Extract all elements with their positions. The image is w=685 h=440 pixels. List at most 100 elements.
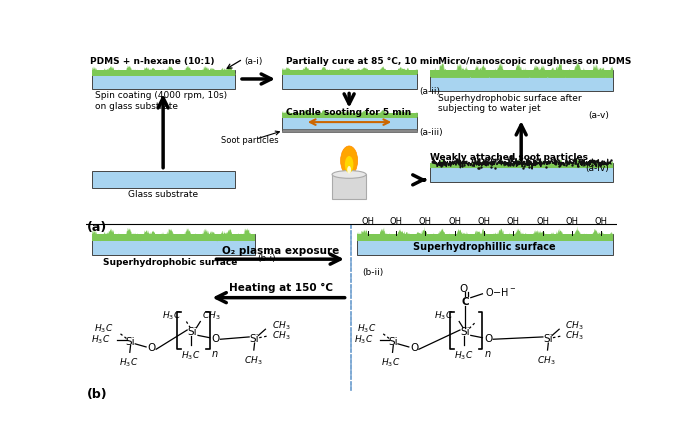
Text: $CH_3$: $CH_3$ xyxy=(565,330,584,342)
Text: $CH_3$: $CH_3$ xyxy=(202,309,221,322)
Text: OH: OH xyxy=(419,217,432,226)
Text: O: O xyxy=(410,344,419,353)
Text: $H_3C$: $H_3C$ xyxy=(119,357,138,370)
Point xyxy=(542,160,553,167)
Bar xyxy=(430,163,612,168)
Text: OH: OH xyxy=(507,217,520,226)
Point xyxy=(588,159,599,166)
Point xyxy=(523,160,534,167)
Text: Candle sooting for 5 min: Candle sooting for 5 min xyxy=(286,108,411,117)
Bar xyxy=(332,174,366,199)
Point xyxy=(447,158,458,165)
Point xyxy=(482,159,493,166)
Bar xyxy=(282,113,417,118)
Point xyxy=(606,157,616,164)
Point xyxy=(490,164,501,171)
Text: $H_3C$: $H_3C$ xyxy=(357,322,376,335)
Point xyxy=(470,160,481,167)
Point xyxy=(477,159,488,166)
Text: OH: OH xyxy=(595,217,608,226)
Text: (b-i): (b-i) xyxy=(257,254,275,263)
Point xyxy=(457,163,468,170)
Text: OH: OH xyxy=(362,217,375,226)
Text: (a-i): (a-i) xyxy=(245,57,263,66)
Bar xyxy=(430,163,612,182)
Point xyxy=(473,165,484,172)
Point xyxy=(508,162,519,169)
Text: $H_3C$: $H_3C$ xyxy=(182,349,201,362)
Point xyxy=(561,158,572,165)
Point xyxy=(453,161,464,168)
Point xyxy=(437,161,448,168)
Text: O$-$H$^-$: O$-$H$^-$ xyxy=(485,286,516,298)
Bar xyxy=(92,234,255,255)
Bar xyxy=(282,70,417,89)
Point xyxy=(458,161,469,169)
Point xyxy=(549,156,560,163)
Point xyxy=(506,160,517,167)
Text: OH: OH xyxy=(448,217,461,226)
Text: (a-ii): (a-ii) xyxy=(420,88,440,96)
Point xyxy=(601,158,612,165)
Text: Glass substrate: Glass substrate xyxy=(128,190,198,199)
Point xyxy=(508,154,519,161)
Text: $CH_3$: $CH_3$ xyxy=(272,319,290,332)
Text: Partially cure at 85 °C, 10 min: Partially cure at 85 °C, 10 min xyxy=(286,57,438,66)
Text: Superhydrophillic surface: Superhydrophillic surface xyxy=(414,242,556,252)
Point xyxy=(519,162,530,169)
Point xyxy=(446,160,457,167)
Point xyxy=(436,159,447,166)
Text: Si: Si xyxy=(126,337,136,347)
Text: OH: OH xyxy=(477,217,490,226)
Ellipse shape xyxy=(332,171,366,178)
Point xyxy=(436,162,447,169)
Point xyxy=(562,160,573,167)
Text: $CH_3$: $CH_3$ xyxy=(272,330,290,342)
Text: Heating at 150 °C: Heating at 150 °C xyxy=(229,282,333,293)
Point xyxy=(466,161,477,168)
Point xyxy=(498,159,509,166)
Text: O: O xyxy=(212,334,220,344)
Text: (a-v): (a-v) xyxy=(588,110,609,120)
Text: $H_3C$: $H_3C$ xyxy=(354,334,373,346)
Text: Superhydrophobic surface: Superhydrophobic surface xyxy=(103,258,238,268)
Bar xyxy=(430,70,612,77)
Point xyxy=(485,159,496,166)
Point xyxy=(438,160,449,167)
Point xyxy=(506,161,517,168)
Ellipse shape xyxy=(345,156,353,173)
Text: $H_3C$: $H_3C$ xyxy=(434,309,453,322)
Bar xyxy=(357,234,612,241)
Text: (a): (a) xyxy=(87,220,108,234)
Point xyxy=(475,164,486,171)
Text: n: n xyxy=(212,349,218,359)
Point xyxy=(453,158,464,165)
Text: Si: Si xyxy=(250,334,260,344)
Text: n: n xyxy=(485,349,491,359)
Point xyxy=(472,159,483,166)
Text: Spin coating (4000 rpm, 10s)
on glass substrate: Spin coating (4000 rpm, 10s) on glass su… xyxy=(95,91,227,111)
Point xyxy=(591,158,602,165)
Point xyxy=(479,157,490,164)
Text: (a-iv): (a-iv) xyxy=(585,165,609,173)
Point xyxy=(433,160,444,167)
Point xyxy=(542,160,553,167)
Text: Si: Si xyxy=(388,337,398,347)
Point xyxy=(523,164,534,171)
Point xyxy=(473,165,484,172)
Ellipse shape xyxy=(340,146,358,175)
Bar xyxy=(92,70,235,76)
Text: OH: OH xyxy=(566,217,579,226)
Bar xyxy=(430,70,612,91)
Point xyxy=(568,156,579,163)
Text: Soot particles: Soot particles xyxy=(221,136,279,145)
Ellipse shape xyxy=(347,166,351,174)
Text: $H_3C$: $H_3C$ xyxy=(454,349,473,362)
Point xyxy=(590,158,601,165)
Point xyxy=(595,159,606,166)
Point xyxy=(573,162,584,169)
Bar xyxy=(92,171,235,187)
Point xyxy=(532,155,543,162)
Point xyxy=(496,158,507,165)
Bar xyxy=(92,70,235,89)
